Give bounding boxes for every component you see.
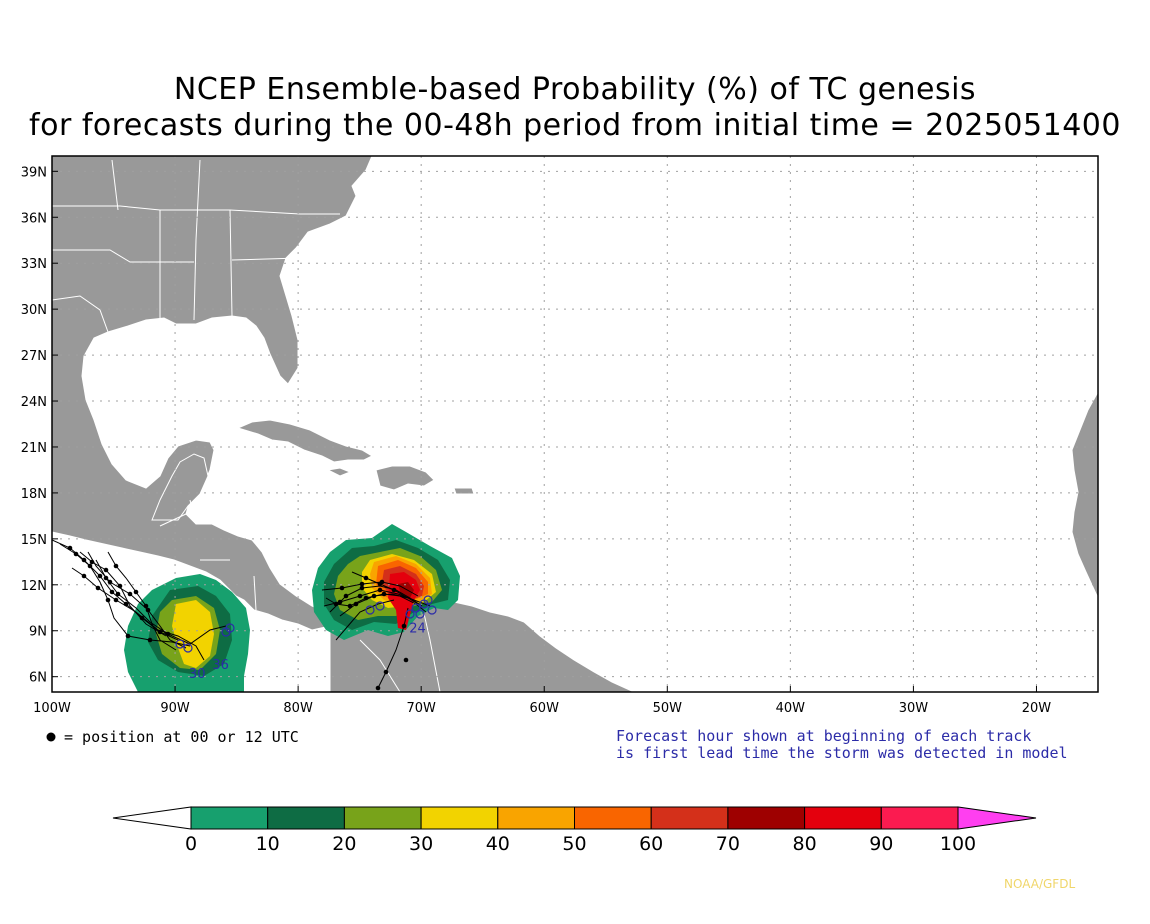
lat-tick-label: 39N [21,165,47,180]
track-start-hour-markers [175,595,437,653]
forecast-note-line-2: is first lead time the storm was detecte… [616,744,1068,762]
colorbar-label: 20 [332,833,356,855]
lat-tick-label: 12N [21,579,47,594]
colorbar-swatch [727,806,806,830]
colorbar-label: 0 [185,833,197,855]
lon-tick-label: 30W [899,701,929,716]
latitude-axis: 39N 36N 33N 30N 27N 24N 21N 18N 15N 12N 9N 6N [21,165,58,686]
colorbar-label: 70 [716,833,740,855]
lat-tick-label: 6N [29,671,47,686]
position-marker-legend-dot [46,732,56,742]
lon-tick-label: 20W [1022,701,1052,716]
colorbar-label: 40 [486,833,510,855]
track-position-markers [67,545,409,691]
track-hour-label: 36 [212,658,229,673]
colorbar-under-arrow [112,806,192,830]
position-legend-text: = position at 00 or 12 UTC [64,728,299,746]
lon-tick-label: 60W [530,701,560,716]
colorbar-label: 30 [409,833,433,855]
colorbar-label: 10 [256,833,280,855]
puerto-rico-land [453,487,475,495]
colorbar-swatch [880,806,959,830]
title-line-1: NCEP Ensemble-based Probability (%) of T… [173,72,977,107]
colorbar-label: 100 [940,833,976,855]
jamaica-land [326,467,352,477]
lon-tick-label: 100W [33,701,71,716]
colorbar-swatch [267,806,345,830]
cuba-land [236,419,374,463]
lon-tick-label: 90W [160,701,190,716]
yucatan-land [151,453,209,521]
track-hour-labels: 24 30 36 [189,621,426,682]
colorbar-swatch [650,806,729,830]
lat-tick-label: 36N [21,211,47,226]
lat-tick-label: 15N [21,533,47,548]
colorbar-swatch [804,806,882,830]
genesis-probability-west [124,574,250,692]
colorbar-swatch [343,806,422,830]
colorbar-swatch [420,806,499,830]
graticule [52,156,1098,692]
north-america-land [52,156,373,631]
lat-tick-label: 9N [29,625,47,640]
lat-tick-label: 24N [21,395,47,410]
lat-tick-label: 33N [21,257,47,272]
lat-tick-label: 18N [21,487,47,502]
forecast-note-line-1: Forecast hour shown at beginning of each… [616,727,1032,745]
colorbar-label: 60 [639,833,663,855]
colorbar-label: 50 [562,833,586,855]
track-hour-label: 30 [189,667,206,682]
colorbar-swatch [190,806,269,830]
colorbar-swatch [574,806,652,830]
plot-frame [51,155,1099,693]
colorbar-swatch [497,806,575,830]
longitude-axis: 100W 90W 80W 70W 60W 50W 40W 30W 20W [33,686,1051,716]
lon-tick-label: 70W [406,701,436,716]
lat-tick-label: 21N [21,441,47,456]
lon-tick-label: 50W [653,701,683,716]
colorbar-over-arrow [957,806,1037,830]
africa-land [1071,390,1098,599]
lon-tick-label: 40W [776,701,806,716]
track-hour-label: 24 [409,621,426,636]
lon-tick-label: 80W [283,701,313,716]
hispaniola-land [375,465,435,491]
credit-label: NOAA/GFDL [1004,877,1076,891]
title-line-2: for forecasts during the 00-48h period f… [29,108,1121,143]
colorbar-label: 90 [869,833,893,855]
colorbar-label: 80 [793,833,817,855]
lat-tick-label: 27N [21,349,47,364]
probability-colorbar: 0 10 20 30 40 50 60 70 80 90 100 [112,806,1037,855]
lat-tick-label: 30N [21,303,47,318]
